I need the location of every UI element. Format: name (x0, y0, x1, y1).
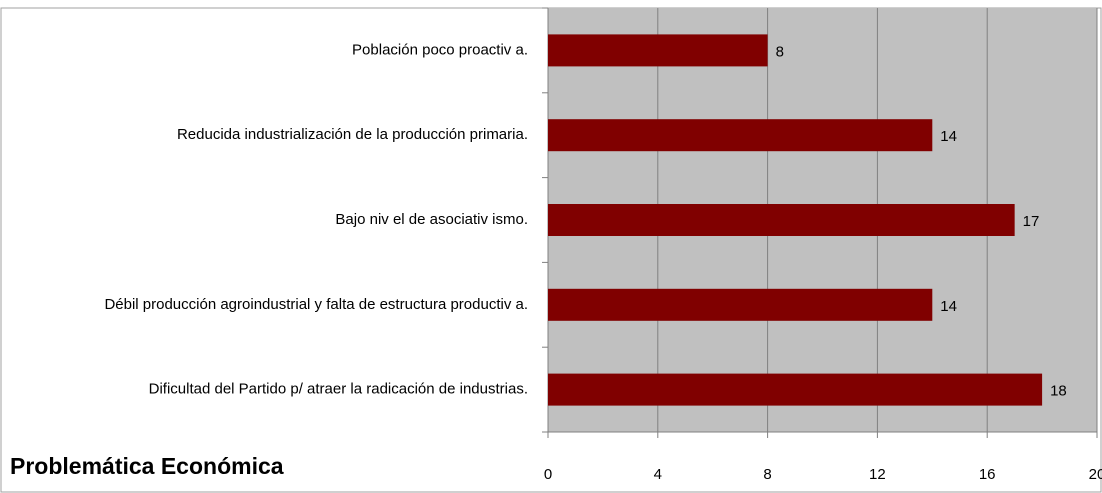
y-tick-label: Débil producción agroindustrial y falta … (104, 296, 528, 313)
x-tick-label: 12 (869, 466, 886, 483)
data-label: 8 (776, 43, 784, 60)
x-tick-label: 8 (763, 466, 771, 483)
data-label: 14 (940, 298, 957, 315)
x-tick-label: 16 (979, 466, 996, 483)
y-tick-label: Bajo niv el de asociativ ismo. (335, 211, 528, 228)
x-tick-label: 20 (1089, 466, 1102, 483)
bar (548, 288, 933, 321)
data-label: 17 (1023, 213, 1040, 230)
x-tick-label: 0 (544, 466, 552, 483)
y-tick-label: Dificultad del Partido p/ atraer la radi… (149, 381, 528, 398)
bar (548, 34, 768, 67)
chart-title: Problemática Económica (10, 453, 284, 479)
x-tick-label: 4 (654, 466, 662, 483)
bar (548, 119, 933, 152)
y-tick-label: Reducida industrialización de la producc… (177, 126, 528, 143)
bar (548, 204, 1015, 236)
bar (548, 373, 1043, 406)
data-label: 18 (1050, 383, 1067, 400)
y-tick-label: Población poco proactiv a. (352, 41, 528, 58)
data-label: 14 (940, 128, 957, 145)
